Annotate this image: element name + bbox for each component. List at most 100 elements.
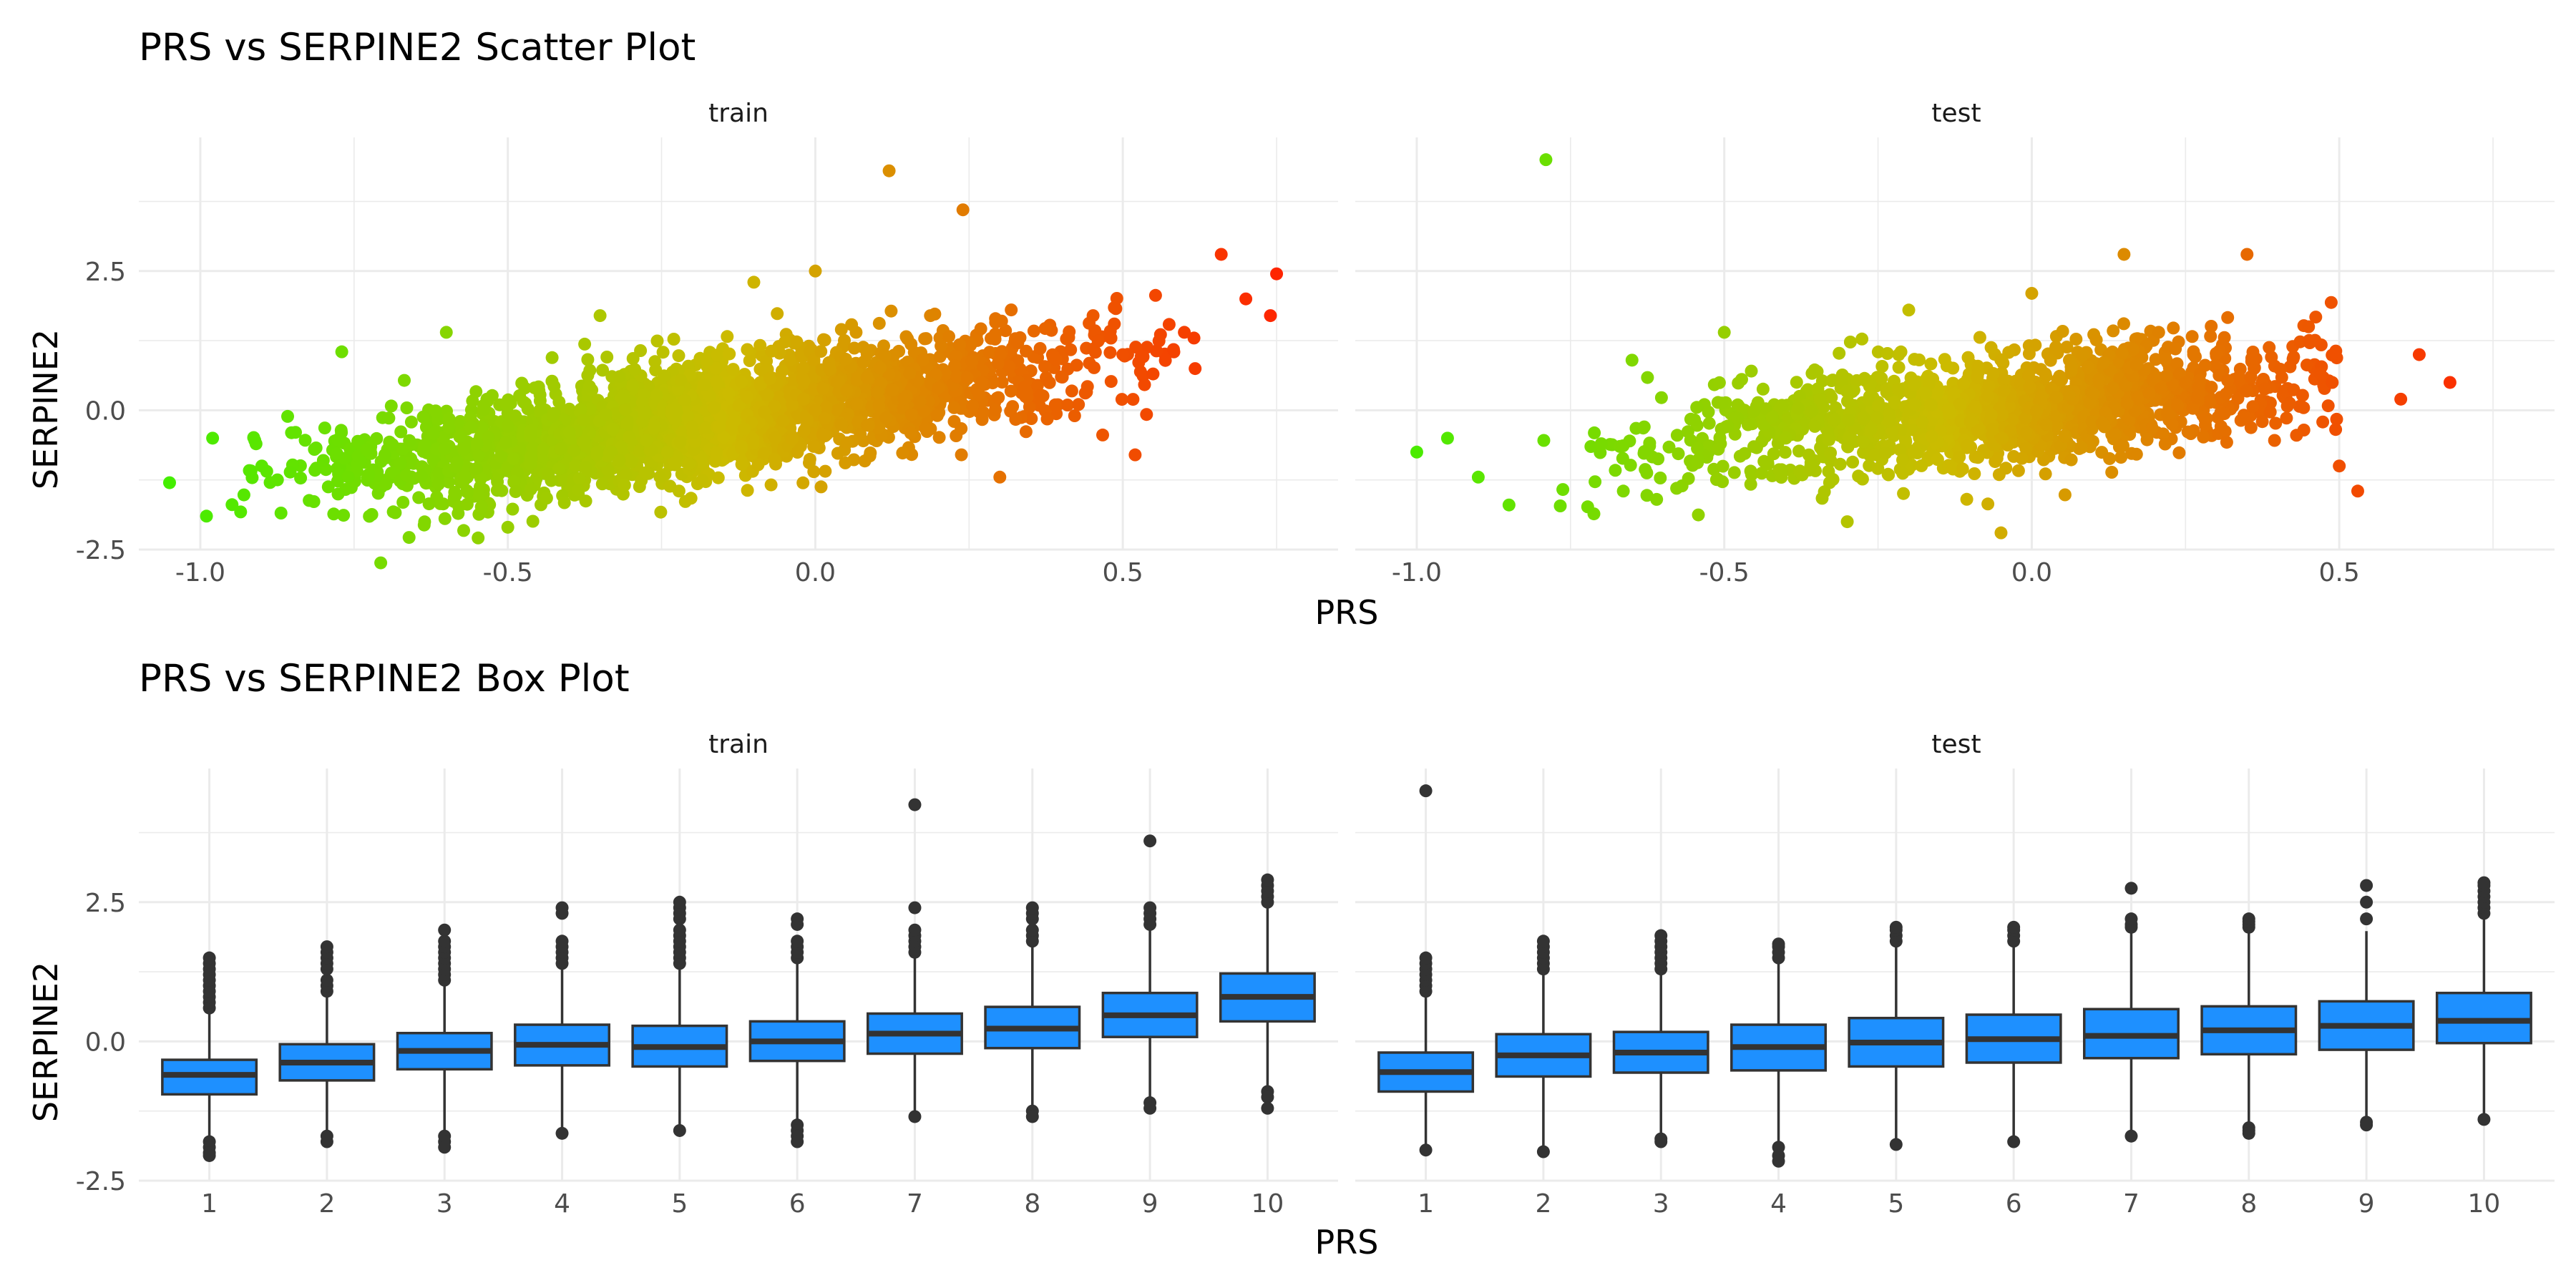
scatter-point	[2090, 333, 2103, 346]
scatter-point	[721, 330, 733, 343]
scatter-point	[318, 421, 331, 434]
outlier-point	[2124, 1130, 2137, 1143]
scatter-point	[2245, 421, 2258, 434]
x-tick-label: -0.5	[483, 558, 533, 587]
scatter-point	[975, 323, 987, 336]
scatter-point	[914, 395, 927, 408]
outlier-point	[1420, 952, 1433, 965]
scatter-point	[335, 424, 348, 436]
scatter-point	[1617, 484, 1630, 497]
scatter-point	[2107, 381, 2119, 394]
scatter-point	[663, 480, 676, 493]
outlier-point	[1654, 930, 1667, 942]
scatter-point	[1641, 371, 1654, 384]
scatter-point	[2075, 441, 2088, 454]
scatter-point	[2199, 359, 2212, 372]
scatter-point	[711, 348, 723, 361]
scatter-panel-test: test -1.0 -0.5 0.0 0.5	[1355, 99, 2555, 587]
scatter-point	[1804, 460, 1817, 473]
scatter-point	[1650, 493, 1663, 506]
scatter-point	[2280, 411, 2293, 424]
scatter-point	[753, 339, 766, 352]
scatter-point	[639, 467, 652, 479]
x-tick-label: 1	[1418, 1189, 1434, 1219]
scatter-point	[602, 450, 615, 463]
scatter-point	[618, 479, 631, 492]
scatter-point	[238, 489, 250, 502]
scatter-point	[1640, 467, 1653, 479]
scatter-point	[163, 477, 176, 489]
scatter-point	[873, 317, 886, 330]
scatter-point	[2172, 447, 2185, 459]
scatter-point	[547, 409, 560, 422]
scatter-point	[673, 349, 686, 362]
scatter-point	[1688, 414, 1701, 426]
scatter-point	[1858, 372, 1871, 385]
scatter-point	[1893, 361, 1906, 374]
box-10	[2437, 877, 2531, 1126]
outlier-point	[1537, 935, 1550, 947]
scatter-point	[2238, 411, 2251, 424]
scatter-point	[1855, 333, 1868, 346]
scatter-point	[310, 441, 323, 454]
scatter-point	[2329, 345, 2342, 358]
scatter-point	[401, 401, 414, 414]
scatter-point	[2325, 296, 2338, 309]
scatter-point	[769, 453, 781, 466]
scatter-point	[317, 454, 330, 467]
scatter-point	[993, 471, 1006, 484]
outlier-point	[1537, 1146, 1550, 1158]
scatter-point	[1539, 153, 1552, 166]
scatter-point	[429, 404, 442, 417]
scatter-point	[457, 524, 470, 537]
outlier-point	[1890, 921, 1903, 934]
scatter-point	[1670, 482, 1683, 494]
scatter-point	[2130, 358, 2143, 371]
scatter-point	[815, 480, 828, 493]
scatter-point	[1822, 465, 1835, 478]
scatter-point	[336, 346, 348, 358]
scatter-point	[2059, 489, 2072, 502]
scatter-point	[2287, 353, 2300, 366]
outlier-point	[2243, 1127, 2255, 1140]
outlier-point	[438, 924, 451, 937]
scatter-point	[1780, 431, 1792, 444]
scatter-point	[1103, 346, 1116, 359]
scatter-point	[1841, 440, 1854, 453]
scatter-point	[1616, 439, 1629, 452]
scatter-point	[1956, 462, 1969, 475]
x-tick-label: 2	[318, 1189, 335, 1219]
box-2	[1496, 935, 1590, 1158]
scatter-point	[723, 348, 736, 361]
scatter-point	[1049, 399, 1062, 411]
scatter-point	[861, 371, 874, 384]
scatter-point	[1828, 413, 1841, 426]
scatter-point	[903, 367, 916, 380]
scatter-point	[1070, 358, 1083, 371]
scatter-point	[1672, 447, 1685, 460]
scatter-point	[2204, 330, 2217, 343]
scatter-point	[708, 401, 721, 414]
outlier-point	[1261, 1102, 1274, 1115]
scatter-point	[342, 471, 355, 484]
scatter-point	[1779, 446, 1792, 459]
outlier-point	[908, 799, 921, 811]
scatter-point	[1857, 436, 1870, 449]
scatter-point	[2152, 326, 2165, 338]
scatter-point	[2160, 369, 2173, 382]
scatter-point	[200, 509, 213, 522]
scatter-point	[1138, 379, 1151, 391]
scatter-point	[1163, 318, 1176, 331]
scatter-point	[657, 346, 670, 358]
scatter-point	[1971, 360, 1984, 373]
scatter-point	[2263, 341, 2275, 354]
scatter-point	[1842, 414, 1855, 426]
strip-label-test: test	[1931, 730, 1981, 759]
scatter-point	[1995, 353, 2008, 366]
scatter-point	[1712, 443, 1724, 456]
scatter-point	[527, 441, 540, 454]
scatter-point	[1915, 459, 1928, 472]
scatter-point	[1981, 390, 1994, 403]
scatter-point	[2394, 393, 2407, 406]
outlier-point	[321, 1136, 333, 1148]
